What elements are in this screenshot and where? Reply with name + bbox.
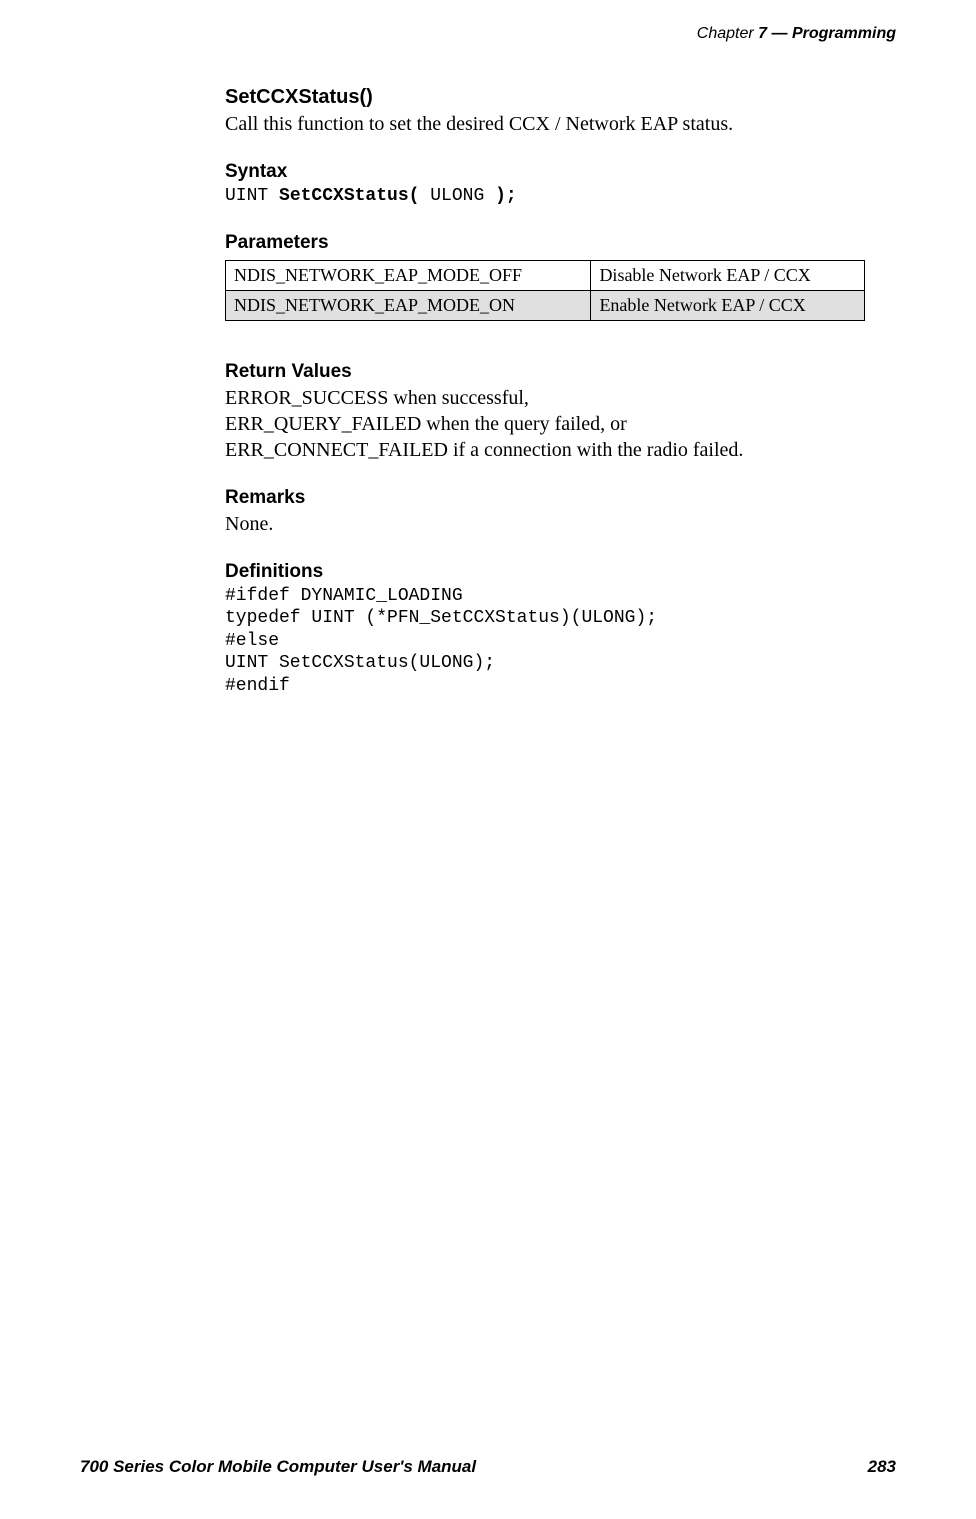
table-cell: Disable Network EAP / CCX [591,260,865,290]
syntax-heading: Syntax [225,161,885,183]
return-values-heading: Return Values [225,361,885,383]
chapter-label: Chapter [697,25,754,42]
syntax-bold: SetCCXStatus( [279,186,419,206]
function-description: Call this function to set the desired CC… [225,111,885,137]
manual-title: 700 Series Color Mobile Computer User's … [80,1457,476,1477]
page-number: 283 [868,1457,896,1477]
table-cell: NDIS_NETWORK_EAP_MODE_OFF [226,260,591,290]
return-values-line1: ERROR_SUCCESS when successful, [225,385,885,411]
header-separator: — [772,25,788,42]
table-row: NDIS_NETWORK_EAP_MODE_OFF Disable Networ… [226,260,865,290]
syntax-end: ); [495,186,517,206]
parameters-heading: Parameters [225,232,885,254]
remarks-text: None. [225,511,885,537]
definitions-code: #ifdef DYNAMIC_LOADING typedef UINT (*PF… [225,585,885,698]
parameters-table: NDIS_NETWORK_EAP_MODE_OFF Disable Networ… [225,260,865,321]
table-row: NDIS_NETWORK_EAP_MODE_ON Enable Network … [226,290,865,320]
definitions-heading: Definitions [225,561,885,583]
chapter-title: Programming [792,25,896,42]
function-name-heading: SetCCXStatus() [225,86,885,109]
page-header: Chapter 7 — Programming [697,25,896,43]
syntax-code: UINT SetCCXStatus( ULONG ); [225,185,885,208]
return-values-line2: ERR_QUERY_FAILED when the query failed, … [225,411,885,437]
syntax-mid: ULONG [419,186,495,206]
table-cell: Enable Network EAP / CCX [591,290,865,320]
page-footer: 700 Series Color Mobile Computer User's … [80,1457,896,1477]
syntax-prefix: UINT [225,186,279,206]
return-values-line3: ERR_CONNECT_FAILED if a connection with … [225,437,885,463]
remarks-heading: Remarks [225,487,885,509]
chapter-number: 7 [758,25,767,42]
main-content: SetCCXStatus() Call this function to set… [225,80,885,697]
table-cell: NDIS_NETWORK_EAP_MODE_ON [226,290,591,320]
